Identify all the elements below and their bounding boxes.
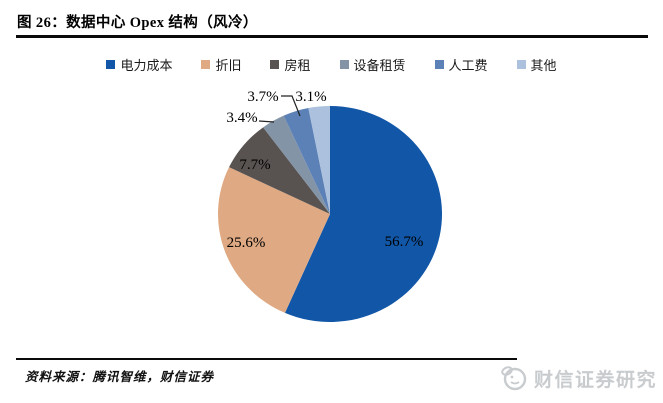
legend-item-label: 折旧 xyxy=(215,58,242,73)
pie-slice xyxy=(217,167,330,313)
legend-swatch xyxy=(434,60,444,69)
source-note: 资料来源：腾讯智维，财信证券 xyxy=(25,370,215,384)
pie-slice xyxy=(263,115,330,214)
label-leader-line xyxy=(258,120,275,123)
pie-slice-label: 3.1% xyxy=(295,89,326,105)
legend-swatch xyxy=(201,60,211,69)
pie-slice xyxy=(229,127,330,214)
figure-title: 图 26：数据中心 Opex 结构（风冷） xyxy=(17,15,258,31)
legend-item: 设备租赁 xyxy=(339,55,406,74)
pie-slice-label: 3.7% xyxy=(247,89,278,105)
legend-item-label: 其他 xyxy=(530,58,557,73)
legend-item-label: 电力成本 xyxy=(120,58,173,73)
title-divider xyxy=(16,35,648,38)
legend-swatch xyxy=(106,60,116,69)
brand-watermark: 财信证券研究 xyxy=(499,361,657,395)
brand-watermark-text: 财信证券研究 xyxy=(533,369,657,391)
pie-slice-label: 56.7% xyxy=(385,234,424,250)
legend-item-label: 房租 xyxy=(284,58,311,73)
legend-swatch xyxy=(339,60,349,69)
legend-item-label: 人工费 xyxy=(448,58,488,73)
legend-item: 房租 xyxy=(270,55,311,74)
pie-slice xyxy=(283,108,330,214)
legend-item: 电力成本 xyxy=(106,55,172,74)
label-leader-line xyxy=(281,95,301,117)
legend-swatch xyxy=(270,60,280,69)
pie-slice-label: 7.7% xyxy=(239,157,270,173)
chart-legend: 电力成本 折旧 房租 设备租赁 人工费 其他 xyxy=(0,55,663,74)
pie-slice-label: 3.4% xyxy=(226,110,257,126)
footer-divider xyxy=(16,358,517,360)
legend-swatch xyxy=(516,60,526,69)
legend-item: 人工费 xyxy=(434,55,488,74)
pie-slice xyxy=(284,106,443,323)
legend-item: 折旧 xyxy=(201,55,241,74)
pie-slice-label: 25.6% xyxy=(227,235,266,251)
legend-item-label: 设备租赁 xyxy=(353,58,406,73)
pie-slice xyxy=(308,106,330,214)
legend-item: 其他 xyxy=(516,55,557,74)
brand-logo-icon xyxy=(501,366,527,391)
